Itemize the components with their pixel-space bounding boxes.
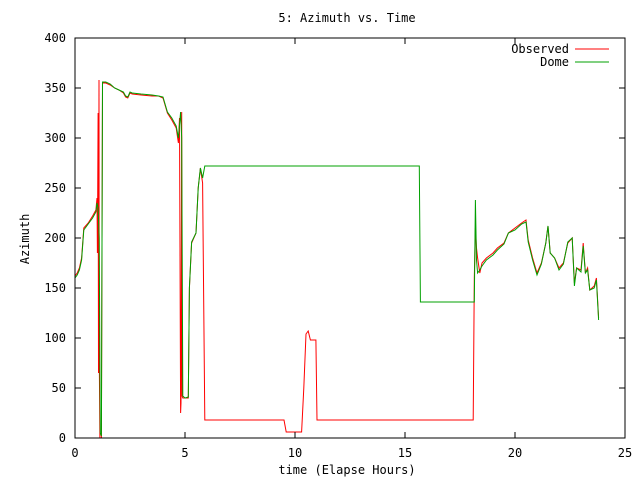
y-tick-label: 100	[44, 331, 66, 345]
x-tick-label: 0	[71, 446, 78, 460]
y-tick-label: 300	[44, 131, 66, 145]
y-tick-label: 350	[44, 81, 66, 95]
legend-label-dome: Dome	[540, 55, 569, 69]
y-tick-label: 150	[44, 281, 66, 295]
y-tick-label: 250	[44, 181, 66, 195]
series-line-dome	[74, 81, 600, 437]
x-tick-label: 25	[618, 446, 632, 460]
legend-label-observed: Observed	[511, 42, 569, 56]
chart-title: 5: Azimuth vs. Time	[278, 11, 415, 25]
y-tick-label: 50	[52, 381, 66, 395]
x-tick-label: 15	[398, 446, 412, 460]
x-axis-label: time (Elapse Hours)	[278, 463, 415, 477]
y-tick-label: 0	[59, 431, 66, 445]
plot-frame	[74, 37, 626, 439]
x-tick-label: 20	[508, 446, 522, 460]
series-line-observed	[74, 79, 600, 439]
y-tick-label: 400	[44, 31, 66, 45]
y-tick-label: 200	[44, 231, 66, 245]
x-tick-label: 10	[288, 446, 302, 460]
x-tick-label: 5	[181, 446, 188, 460]
y-axis-label: Azimuth	[18, 214, 32, 265]
